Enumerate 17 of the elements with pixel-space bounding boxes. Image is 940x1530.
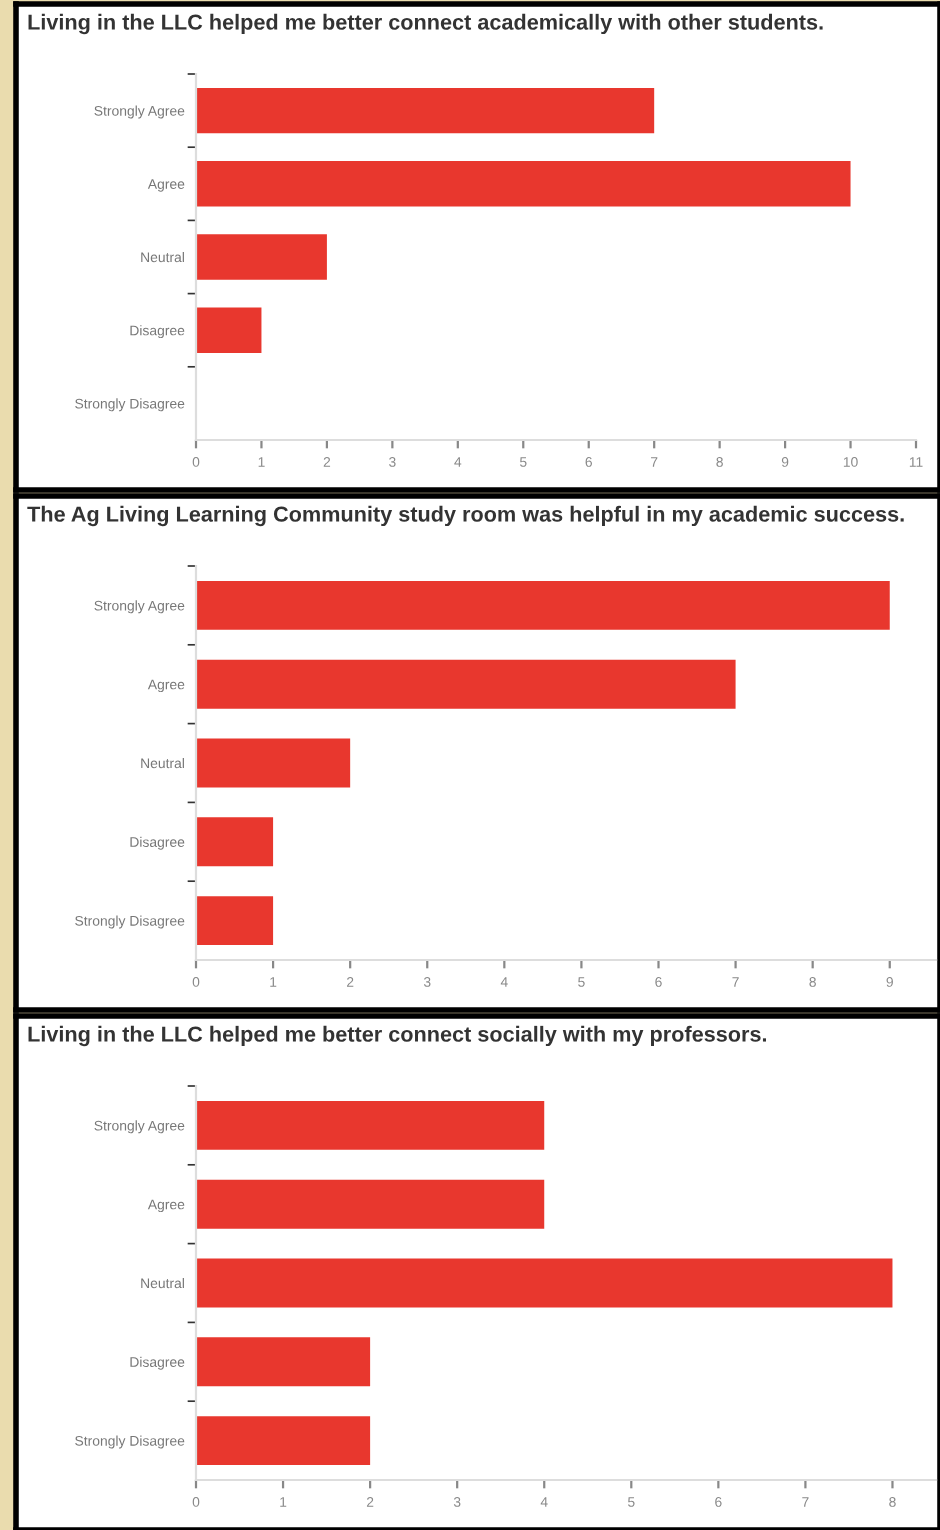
bar <box>196 161 851 207</box>
bar <box>196 817 274 867</box>
bar <box>196 1258 893 1308</box>
bar <box>196 1100 545 1150</box>
bar <box>196 738 351 788</box>
chart-title: Living in the LLC helped me better connect socially with my professors. <box>28 1025 767 1047</box>
bar <box>196 1179 545 1229</box>
bar <box>196 580 890 630</box>
bar <box>196 87 655 134</box>
bar <box>196 659 736 709</box>
bar <box>196 1416 371 1466</box>
chart-title: Living in the LLC helped me better connect academically with other students. <box>28 13 823 35</box>
bar <box>196 896 274 946</box>
chart-title: The Ag Living Learning Community study room was helpful in my academic success. <box>27 505 904 527</box>
bar <box>196 307 262 353</box>
bar <box>196 234 327 280</box>
bar <box>196 1337 371 1387</box>
